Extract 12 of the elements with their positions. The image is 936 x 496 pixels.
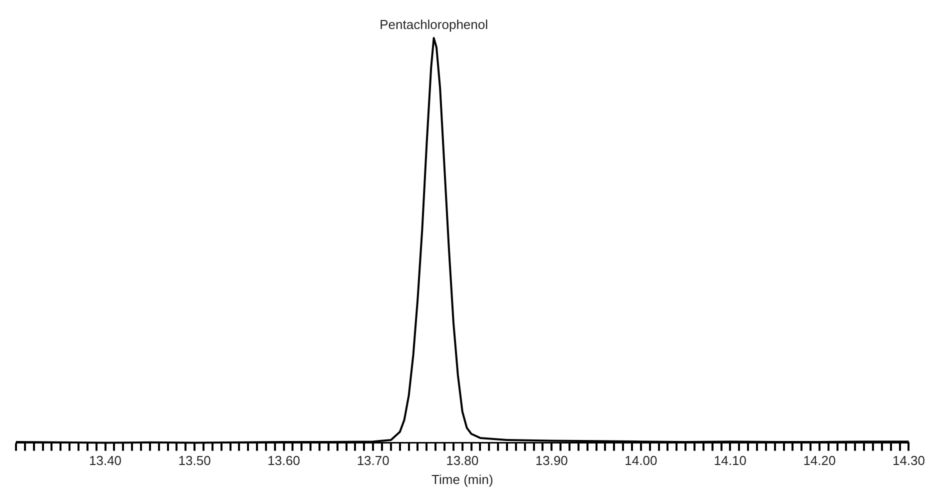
x-tick-label: 14.20 [803,453,836,468]
x-tick-label: 13.90 [535,453,568,468]
x-tick-label: 13.60 [268,453,300,468]
annotation: Pentachlorophenol [380,17,488,32]
x-tick-label: 14.30 [892,453,926,468]
x-tick-label: 14.00 [624,453,658,468]
x-axis-title: Time (min) [432,472,494,487]
x-tick-label: 13.80 [446,453,479,468]
x-tick-label: 13.40 [89,453,122,468]
x-tick-label: 13.70 [356,453,390,468]
x-tick-label: 13.50 [178,453,211,468]
x-tick-label: 14.10 [714,453,746,468]
